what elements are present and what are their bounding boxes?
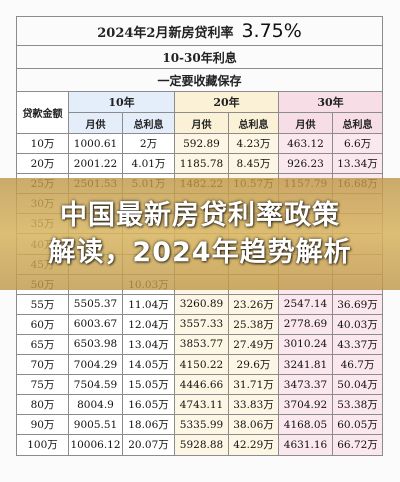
cell-monthly-10: 7004.29: [68, 354, 123, 376]
cell-monthly-10: 9005.51: [68, 414, 123, 436]
cell-interest-20: 4.23万: [228, 132, 279, 155]
table-subtitle-save: 一定要收藏保存: [15, 68, 384, 92]
cell-interest-10: 18.06万: [122, 414, 175, 436]
col-header-monthly-20: 月供: [174, 112, 229, 134]
cell-monthly-30: 4631.16: [278, 434, 333, 456]
cell-interest-30: 43.37万: [331, 333, 384, 356]
cell-interest-10: 13.04万: [122, 333, 175, 356]
cell-interest-30: 40.03万: [331, 313, 384, 335]
title-banner: 中国最新房贷利率政策 解读，2024年趋势解析: [0, 178, 400, 290]
table-row: 100万 10006.12 20.07万 5928.88 42.29万 4631.16 66…: [16, 434, 384, 456]
cell-monthly-30: 3704.92: [278, 394, 333, 416]
cell-amount: 55万: [16, 293, 69, 315]
cell-monthly-10: 6003.67: [68, 313, 123, 335]
cell-monthly-20: 3557.33: [174, 313, 229, 335]
cell-monthly-20: 5928.88: [174, 434, 229, 456]
cell-monthly-30: 3473.37: [278, 374, 333, 396]
cell-interest-20: 42.29万: [228, 434, 279, 456]
cell-interest-30: 53.38万: [331, 394, 384, 416]
cell-monthly-10: 2001.22: [68, 153, 123, 175]
cell-amount: 75万: [16, 374, 69, 396]
cell-monthly-30: 2547.14: [278, 293, 333, 315]
table-row: 75万 7504.59 15.05万 4446.66 31.71万 3473.37 50.0…: [16, 374, 384, 396]
cell-monthly-30: 926.23: [278, 153, 333, 175]
col-header-interest-20: 总利息: [228, 112, 279, 134]
table-row: 70万 7004.29 14.05万 4150.22 29.6万 3241.81 46.7万: [16, 354, 384, 376]
cell-monthly-10: 5505.37: [68, 293, 123, 315]
banner-headline-line1: 中国最新房贷利率政策: [60, 200, 340, 231]
cell-monthly-10: 7504.59: [68, 374, 123, 396]
cell-monthly-20: 3853.77: [174, 333, 229, 356]
table-row: 20万 2001.22 4.01万 1185.78 8.45万 926.23 13.34万: [16, 153, 384, 175]
cell-interest-30: 6.6万: [331, 132, 384, 155]
cell-monthly-20: 1185.78: [174, 153, 229, 175]
cell-interest-30: 66.72万: [331, 434, 384, 456]
table-row: 80万 8004.9 16.05万 4743.11 33.83万 3704.92 53.38…: [16, 394, 384, 416]
cell-interest-10: 4.01万: [122, 153, 175, 175]
group-header-20-years: 20年: [174, 91, 279, 113]
cell-amount: 100万: [16, 434, 69, 456]
cell-monthly-20: 4743.11: [174, 394, 229, 416]
cell-monthly-20: 592.89: [174, 132, 229, 155]
cell-interest-20: 25.38万: [228, 313, 279, 335]
table-row: 55万 5505.37 11.04万 3260.89 23.26万 2547.14 36.6…: [16, 293, 384, 315]
banner-headline-line2: 解读，2024年趋势解析: [48, 237, 352, 268]
table-row: 60万 6003.67 12.04万 3557.33 25.38万 2778.69 40.0…: [16, 313, 384, 335]
table-row: 65万 6503.98 13.04万 3853.77 27.49万 3010.24 43.3…: [16, 333, 384, 356]
cell-amount: 70万: [16, 354, 69, 376]
cell-interest-30: 60.05万: [331, 414, 384, 436]
cell-monthly-30: 3241.81: [278, 354, 333, 376]
cell-monthly-20: 4150.22: [174, 354, 229, 376]
cell-monthly-30: 2778.69: [278, 313, 333, 335]
cell-interest-10: 11.04万: [122, 293, 175, 315]
cell-amount: 20万: [16, 153, 69, 175]
cell-amount: 90万: [16, 414, 69, 436]
group-header-30-years: 30年: [277, 91, 384, 113]
table-row: 90万 9005.51 18.06万 5335.99 38.06万 4168.05 60.0…: [16, 414, 384, 436]
cell-interest-30: 50.04万: [331, 374, 384, 396]
cell-monthly-10: 1000.61: [68, 132, 123, 155]
cell-amount: 80万: [16, 394, 69, 416]
table-row: 10万 1000.61 2万 592.89 4.23万 463.12 6.6万: [16, 132, 384, 155]
cell-monthly-10: 8004.9: [68, 394, 123, 416]
cell-interest-10: 16.05万: [122, 394, 175, 416]
cell-monthly-20: 4446.66: [174, 374, 229, 396]
cell-monthly-10: 10006.12: [68, 434, 123, 456]
table-subtitle: 10-30年利息: [15, 45, 384, 69]
col-header-interest-30: 总利息: [331, 112, 384, 134]
col-header-monthly-30: 月供: [278, 112, 333, 134]
cell-interest-30: 36.69万: [331, 293, 384, 315]
cell-monthly-30: 463.12: [278, 132, 333, 155]
cell-monthly-20: 5335.99: [174, 414, 229, 436]
cell-interest-20: 33.83万: [228, 394, 279, 416]
group-header-10-years: 10年: [68, 91, 175, 113]
cell-interest-20: 23.26万: [228, 293, 279, 315]
cell-interest-10: 2万: [122, 132, 175, 155]
cell-interest-20: 8.45万: [228, 153, 279, 175]
cell-interest-10: 14.05万: [122, 354, 175, 376]
cell-interest-20: 38.06万: [228, 414, 279, 436]
cell-monthly-30: 3010.24: [278, 333, 333, 356]
interest-rate: 3.75%: [241, 20, 302, 42]
cell-interest-20: 27.49万: [228, 333, 279, 356]
cell-interest-10: 20.07万: [122, 434, 175, 456]
col-header-monthly-10: 月供: [68, 112, 123, 134]
cell-interest-30: 46.7万: [331, 354, 384, 376]
cell-monthly-20: 3260.89: [174, 293, 229, 315]
cell-interest-30: 13.34万: [331, 153, 384, 175]
cell-interest-20: 31.71万: [228, 374, 279, 396]
cell-interest-20: 29.6万: [228, 354, 279, 376]
col-header-interest-10: 总利息: [122, 112, 175, 134]
cell-amount: 65万: [16, 333, 69, 356]
cell-monthly-10: 6503.98: [68, 333, 123, 356]
cell-amount: 60万: [16, 313, 69, 335]
cell-amount: 10万: [16, 132, 69, 155]
loan-amount-header: 贷款金额: [16, 91, 69, 134]
cell-monthly-30: 4168.05: [278, 414, 333, 436]
cell-interest-10: 12.04万: [122, 313, 175, 335]
table-title-cell: 2024年2月新房贷利率 3.75%: [15, 16, 384, 46]
cell-interest-10: 15.05万: [122, 374, 175, 396]
table-title: 2024年2月新房贷利率: [97, 25, 234, 41]
